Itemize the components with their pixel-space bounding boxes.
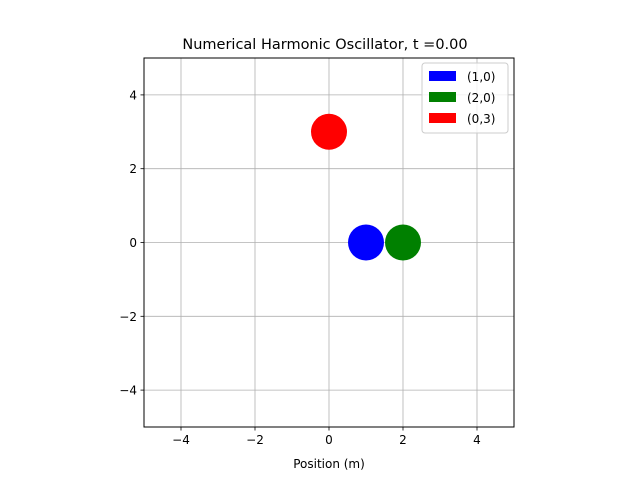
data-point-0	[348, 224, 384, 261]
data-point-1	[385, 224, 421, 261]
y-tick-label: 2	[129, 162, 137, 176]
x-axis-label: Position (m)	[293, 457, 365, 471]
x-tick-label: 0	[325, 433, 333, 447]
y-axis-ticks: −4 −2 0 2 4	[119, 88, 144, 398]
legend-swatch	[429, 113, 456, 123]
legend-label: (2,0)	[467, 91, 495, 105]
x-tick-label: −4	[172, 433, 190, 447]
y-tick-label: −2	[119, 310, 137, 324]
x-tick-label: −2	[246, 433, 264, 447]
legend-swatch	[429, 92, 456, 102]
legend: (1,0) (2,0) (0,3)	[421, 62, 509, 134]
legend-label: (1,0)	[467, 70, 495, 84]
y-tick-label: −4	[119, 384, 137, 398]
legend-swatch	[429, 71, 456, 81]
x-axis-ticks: −4 −2 0 2 4	[172, 427, 481, 447]
legend-label: (0,3)	[467, 112, 495, 126]
y-tick-label: 0	[129, 236, 137, 250]
data-marks	[311, 113, 421, 261]
chart-title: Numerical Harmonic Oscillator, t =0.00	[182, 37, 467, 53]
x-tick-label: 2	[399, 433, 407, 447]
x-tick-label: 4	[473, 433, 481, 447]
data-point-2	[311, 113, 347, 150]
y-tick-label: 4	[129, 88, 137, 102]
